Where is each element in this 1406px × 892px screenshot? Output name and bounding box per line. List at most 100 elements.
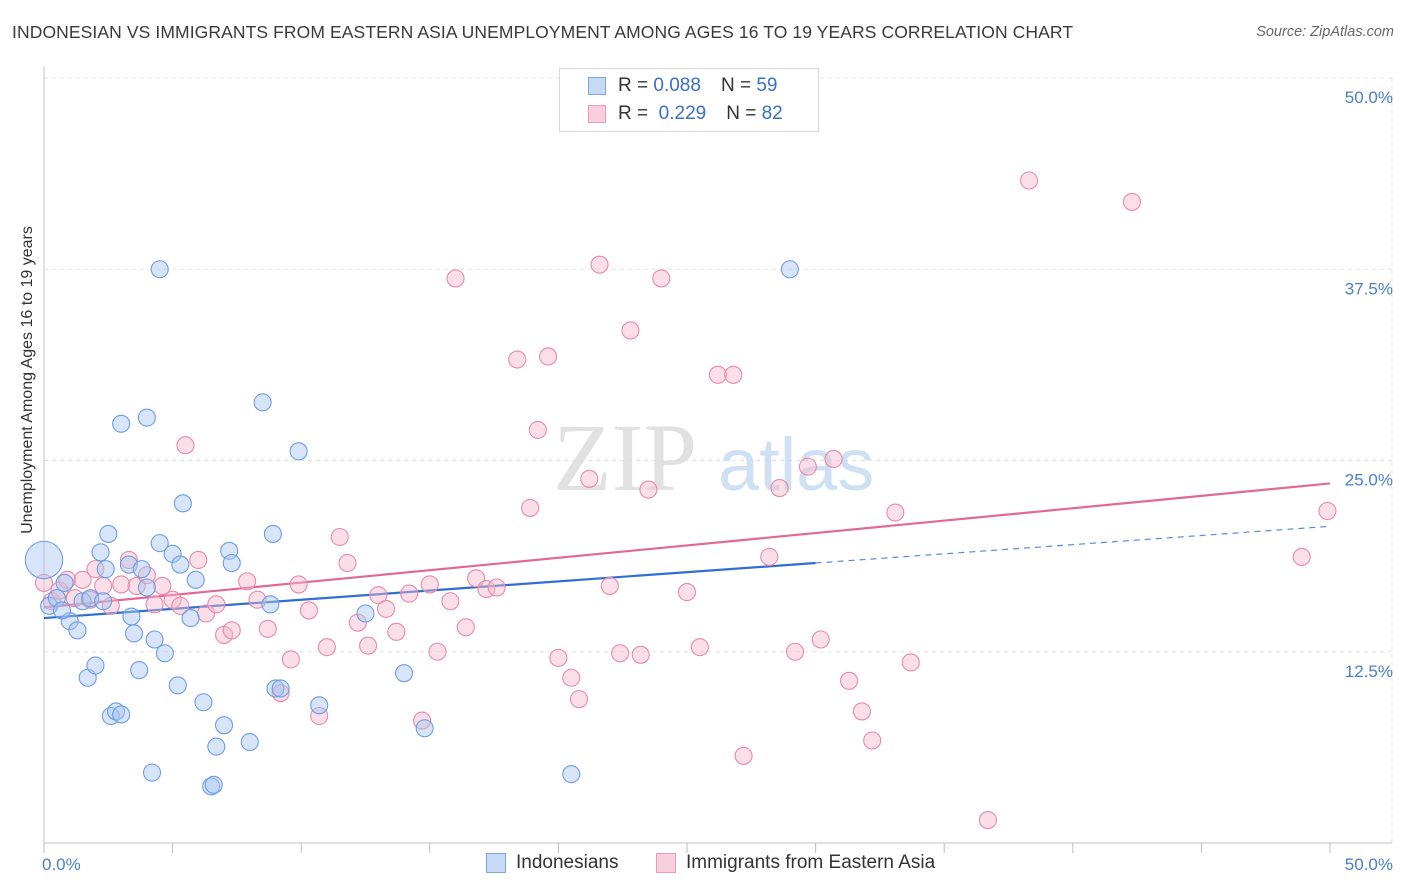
data-point (214, 716, 234, 735)
data-point (171, 596, 190, 615)
data-point (441, 592, 460, 611)
data-point (112, 575, 131, 594)
data-point (978, 810, 997, 830)
data-point (798, 457, 817, 476)
data-point (194, 693, 213, 712)
x-tick-label: 0.0% (42, 855, 81, 874)
data-point (395, 664, 414, 683)
data-point (901, 653, 920, 672)
data-point (176, 436, 195, 455)
data-point (549, 648, 568, 667)
data-point (824, 449, 843, 469)
data-point (708, 365, 727, 384)
data-point (207, 595, 226, 614)
data-point (137, 408, 156, 427)
data-point (266, 679, 285, 698)
data-point (863, 731, 882, 750)
data-point (734, 746, 753, 765)
data-point (122, 607, 141, 626)
watermark-zip: ZIP (553, 404, 697, 511)
data-point (150, 260, 169, 279)
legend-n-label: N = (726, 103, 757, 124)
data-point (420, 575, 439, 594)
y-tick-label: 37.5% (1345, 279, 1393, 298)
data-point (330, 527, 349, 547)
legend-r-value: 0.088 (653, 75, 701, 96)
data-point (150, 534, 169, 553)
data-point (145, 595, 164, 614)
data-point (96, 560, 115, 579)
data-point (621, 321, 640, 340)
legend-r-label: R = (618, 103, 649, 124)
data-point (181, 609, 200, 628)
bottom-legend: Indonesians Immigrants from Eastern Asia (0, 852, 1406, 878)
data-point (222, 621, 241, 640)
data-point (189, 550, 208, 570)
data-point (73, 570, 92, 589)
data-point (91, 543, 110, 562)
data-point (652, 269, 671, 288)
data-point (521, 498, 540, 517)
data-point (204, 775, 223, 794)
legend-n-value: 82 (761, 103, 783, 124)
data-point (387, 622, 406, 641)
data-point (785, 642, 805, 661)
data-point (310, 706, 329, 726)
data-point (222, 553, 241, 573)
data-point (186, 570, 205, 589)
data-point (207, 737, 226, 756)
watermark-atlas: atlas (718, 423, 874, 506)
data-point (99, 524, 118, 543)
data-point (130, 661, 149, 680)
data-point (137, 578, 156, 597)
data-point (724, 365, 743, 384)
data-point (1318, 501, 1337, 521)
legend-row-indonesians: R = 0.088 N = 59 (618, 74, 777, 98)
data-point (112, 705, 131, 724)
data-point (611, 644, 630, 663)
data-point (338, 553, 357, 573)
data-point (94, 592, 113, 611)
data-point (456, 618, 475, 637)
legend-row-immigrants: R = 0.229 N = 82 (618, 102, 783, 126)
data-point (487, 578, 506, 597)
legend-r-value: 0.229 (658, 103, 707, 124)
data-point (155, 644, 174, 663)
data-point (508, 350, 527, 369)
data-points (24, 171, 1337, 830)
data-point (539, 347, 558, 366)
legend-r-label: R = (618, 75, 649, 96)
data-point (289, 442, 308, 461)
data-point (415, 719, 434, 738)
data-point (253, 393, 272, 412)
data-point (86, 560, 105, 579)
axes (43, 66, 1392, 853)
data-point (839, 671, 859, 690)
bottom-legend-item-immigrants: Immigrants from Eastern Asia (656, 852, 935, 874)
data-point (142, 763, 162, 782)
trend-line-extension-0 (815, 525, 1331, 564)
bottom-legend-item-indonesians: Indonesians (486, 852, 618, 874)
data-point (359, 636, 378, 655)
x-tick-label: 50.0% (1345, 855, 1393, 874)
data-point (562, 668, 581, 687)
data-point (377, 599, 396, 618)
gridlines (44, 77, 1393, 843)
bottom-legend-swatch-indonesians (486, 853, 506, 873)
data-point (528, 420, 547, 439)
data-point (580, 469, 599, 488)
data-point (68, 621, 87, 640)
data-point (811, 630, 830, 649)
data-point (600, 576, 619, 596)
data-point (52, 601, 72, 620)
data-point (317, 638, 336, 657)
data-point (289, 575, 308, 594)
data-point (1122, 192, 1142, 211)
data-point (886, 503, 905, 522)
y-tick-label: 12.5% (1345, 662, 1393, 681)
data-point (631, 645, 650, 664)
data-point (562, 765, 581, 784)
data-point (240, 732, 259, 752)
data-point (86, 656, 105, 675)
